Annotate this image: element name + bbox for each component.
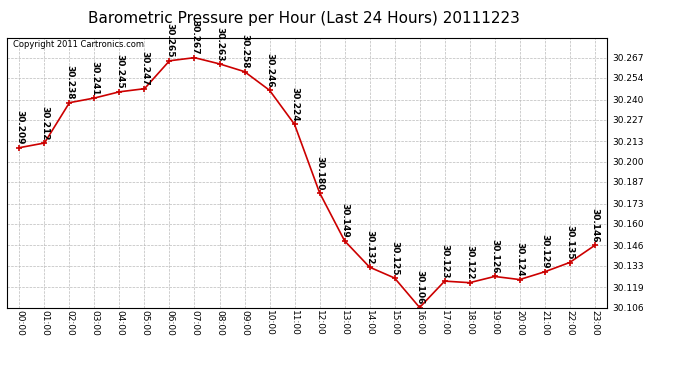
Text: 30.245: 30.245: [115, 54, 124, 89]
Text: 30.212: 30.212: [40, 106, 49, 140]
Text: 30.209: 30.209: [15, 110, 24, 145]
Text: 30.263: 30.263: [215, 27, 224, 61]
Text: 30.129: 30.129: [540, 234, 549, 269]
Text: 30.132: 30.132: [365, 230, 374, 264]
Text: 30.106: 30.106: [415, 270, 424, 305]
Text: Barometric Pressure per Hour (Last 24 Hours) 20111223: Barometric Pressure per Hour (Last 24 Ho…: [88, 11, 520, 26]
Text: 30.146: 30.146: [590, 208, 599, 243]
Text: 30.123: 30.123: [440, 244, 449, 278]
Text: 30.125: 30.125: [390, 241, 399, 275]
Text: 30.135: 30.135: [565, 225, 574, 260]
Text: Copyright 2011 Cartronics.com: Copyright 2011 Cartronics.com: [13, 40, 144, 49]
Text: 30.224: 30.224: [290, 87, 299, 122]
Text: 30.246: 30.246: [265, 53, 274, 87]
Text: 30.265: 30.265: [165, 24, 174, 58]
Text: 30.180: 30.180: [315, 156, 324, 190]
Text: 30.238: 30.238: [65, 65, 74, 100]
Text: 30.258: 30.258: [240, 34, 249, 69]
Text: 30.267: 30.267: [190, 20, 199, 55]
Text: 30.122: 30.122: [465, 245, 474, 280]
Text: 30.126: 30.126: [490, 239, 499, 274]
Text: 30.247: 30.247: [140, 51, 149, 86]
Text: 30.241: 30.241: [90, 61, 99, 95]
Text: 30.149: 30.149: [340, 203, 349, 238]
Text: 30.124: 30.124: [515, 242, 524, 277]
